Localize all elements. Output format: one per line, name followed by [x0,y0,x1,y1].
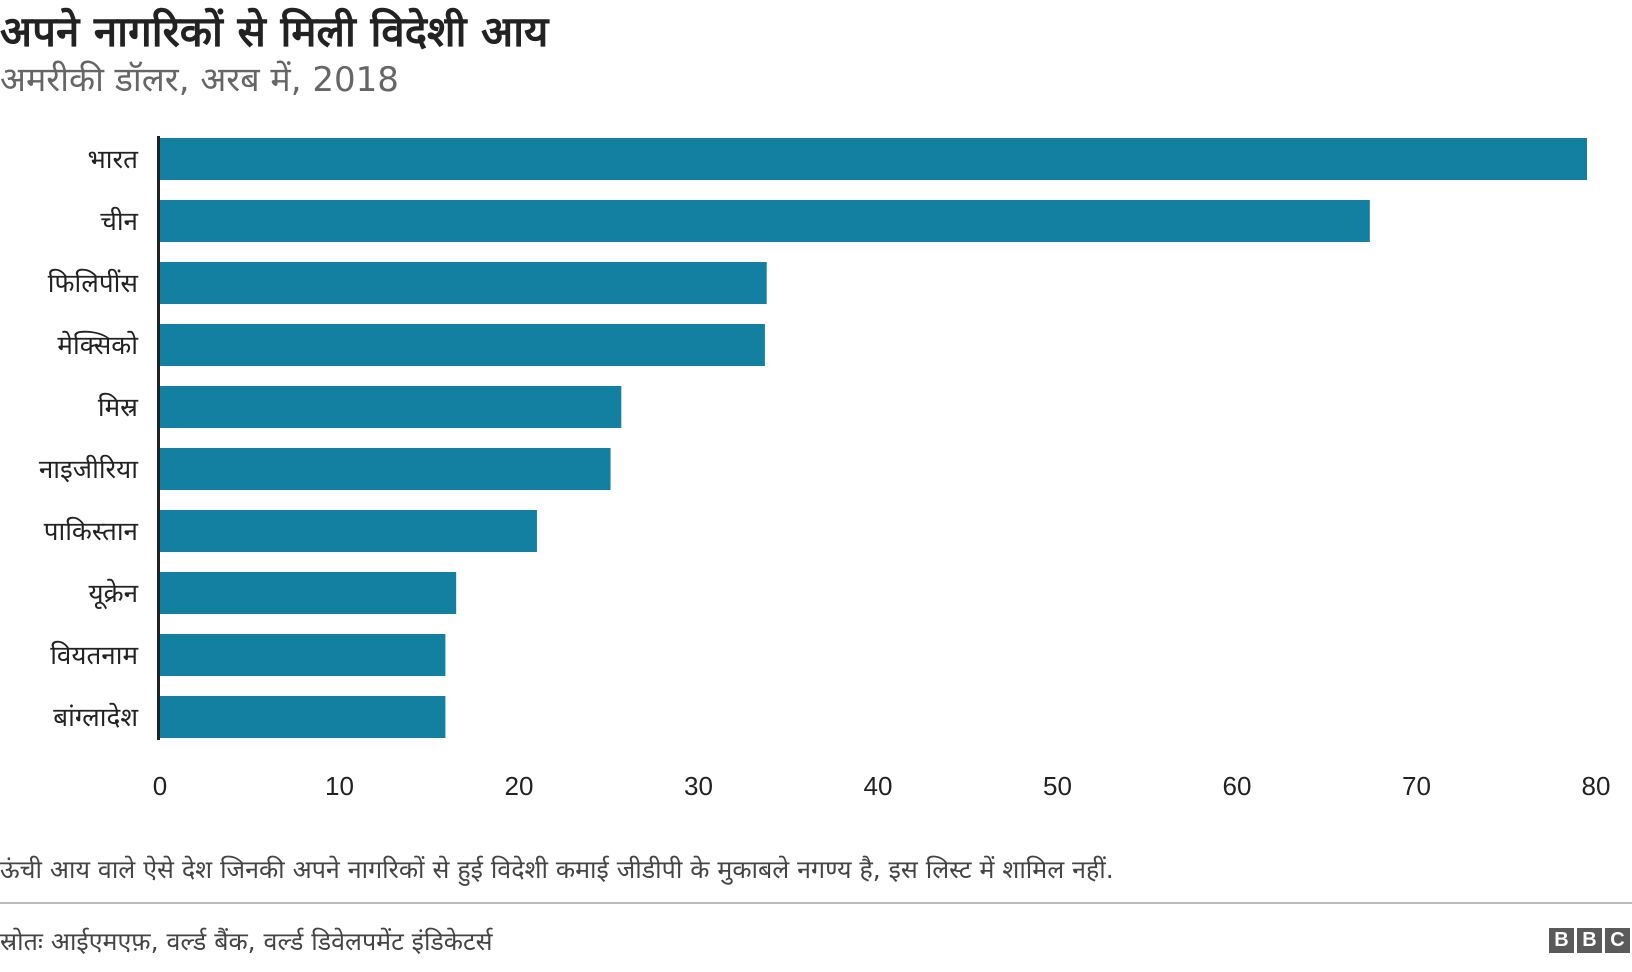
chart-title: अपने नागरिकों से मिली विदेशी आय [0,7,549,56]
x-tick-label: 80 [1582,771,1611,801]
x-tick-label: 40 [864,771,893,801]
x-tick-label: 50 [1043,771,1072,801]
bar [160,448,611,490]
logo-letter: B [1549,928,1574,953]
bar [160,262,767,304]
category-labels: भारत चीन फिलिपींस मेक्सिको मिस्र नाइजीरिया पाक… [39,145,139,733]
category-label: बांग्लादेश [53,702,139,733]
bar [160,572,457,614]
bar [160,696,446,738]
category-label: पाकिस्तान [44,516,139,547]
x-tick-label: 10 [325,771,354,801]
x-tick-label: 0 [153,771,167,801]
bar [160,324,765,366]
bar-chart: भारत चीन फिलिपींस मेक्सिको मिस्र नाइजीरिया पाक… [39,136,1611,801]
chart-subtitle: अमरीकी डॉलर, अरब में, 2018 [0,60,399,100]
x-tick-label: 30 [684,771,713,801]
bar [160,634,446,676]
source-text: स्रोतः आईएमएफ़, वर्ल्ड बैंक, वर्ल्ड डिवे… [0,927,493,956]
category-label: वियतनाम [50,640,138,671]
x-tick-label: 70 [1402,771,1431,801]
bars-group [160,138,1588,738]
category-label: फिलिपींस [48,268,139,299]
bar [160,138,1588,180]
category-label: चीन [100,206,138,237]
category-label: मिस्र [98,392,139,423]
x-axis-ticks: 0 10 20 30 40 50 60 70 80 [153,771,1611,801]
x-tick-label: 20 [505,771,534,801]
category-label: मेक्सिको [57,330,139,361]
bbc-logo: B B C [1549,928,1630,953]
bar [160,386,622,428]
category-label: भारत [88,145,140,175]
bar [160,200,1370,242]
bar [160,510,537,552]
footnote: ऊंची आय वाले ऐसे देश जिनकी अपने नागरिकों… [0,855,1114,884]
logo-letter: C [1605,928,1630,953]
category-label: यूक्रेन [89,578,139,610]
footer-divider [0,902,1632,904]
logo-letter: B [1577,928,1602,953]
x-tick-label: 60 [1223,771,1252,801]
category-label: नाइजीरिया [39,454,139,485]
